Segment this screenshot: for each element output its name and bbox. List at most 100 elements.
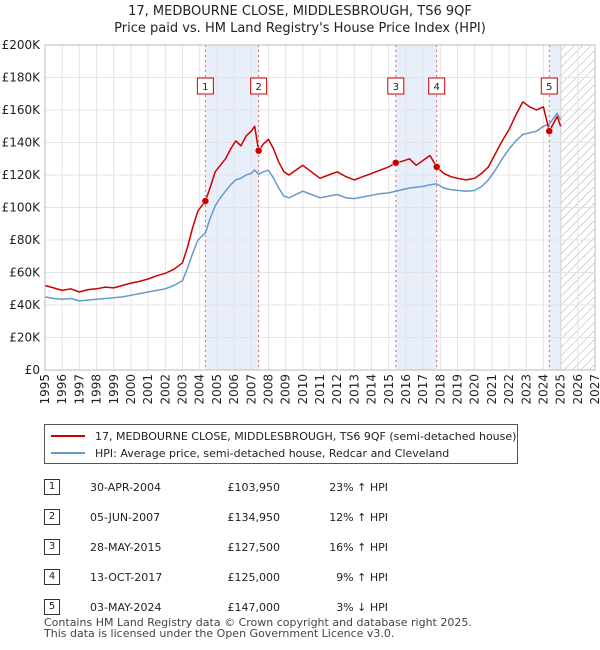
x-tick-label: 2024 bbox=[536, 374, 550, 405]
x-tick-label: 2025 bbox=[554, 374, 568, 405]
sale-date: 28-MAY-2015 bbox=[90, 540, 162, 554]
y-tick-label: £40K bbox=[9, 298, 41, 312]
y-tick-label: £120K bbox=[2, 168, 42, 182]
sale-number-label: 4 bbox=[434, 82, 440, 93]
sale-date: 30-APR-2004 bbox=[90, 480, 162, 494]
property-price-line bbox=[44, 101, 562, 293]
licence-line: This data is licensed under the Open Gov… bbox=[44, 627, 395, 640]
sale-point bbox=[545, 127, 554, 135]
legend-label-hpi: HPI: Average price, semi-detached house,… bbox=[95, 446, 450, 460]
sale-number-label: 1 bbox=[202, 82, 208, 93]
table-row: 4 13-OCT-2017 £125,000 9% ↑ HPI bbox=[44, 562, 388, 592]
x-tick-label: 2008 bbox=[261, 374, 275, 405]
x-tick-label: 1997 bbox=[72, 374, 86, 405]
x-tick-label: 2001 bbox=[141, 374, 155, 405]
x-tick-label: 2022 bbox=[502, 374, 516, 405]
sale-date: 05-JUN-2007 bbox=[90, 510, 161, 524]
x-tick-label: 1998 bbox=[90, 374, 104, 405]
sale-number-badge: 4 bbox=[44, 569, 60, 585]
sale-number-label: 3 bbox=[393, 82, 399, 93]
hpi-line bbox=[44, 112, 562, 302]
footer: Contains HM Land Registry data © Crown c… bbox=[44, 617, 472, 639]
sale-hpi-diff: 12% ↑ HPI bbox=[329, 510, 388, 524]
sale-number-badge: 3 bbox=[44, 539, 60, 555]
x-tick-label: 2003 bbox=[176, 374, 190, 405]
sale-price: £127,500 bbox=[227, 540, 281, 554]
sale-price: £134,950 bbox=[227, 510, 281, 524]
sale-number-box bbox=[387, 77, 405, 95]
x-tick-label: 2015 bbox=[382, 374, 396, 405]
transactions-table: 1 30-APR-2004 £103,950 23% ↑ HPI 2 05-JU… bbox=[44, 472, 388, 622]
x-tick-label: 2017 bbox=[416, 374, 430, 405]
sale-price: £103,950 bbox=[227, 480, 281, 494]
y-tick-label: £0 bbox=[25, 363, 40, 377]
sale-hpi-diff: 16% ↑ HPI bbox=[329, 540, 388, 554]
y-tick-label: £80K bbox=[9, 233, 41, 247]
x-tick-label: 2002 bbox=[158, 374, 172, 405]
y-tick-label: £200K bbox=[2, 38, 42, 52]
sale-number-badge: 2 bbox=[44, 509, 60, 525]
sale-point bbox=[392, 159, 400, 167]
y-tick-label: £180K bbox=[2, 71, 42, 85]
legend-item-property: 17, MEDBOURNE CLOSE, MIDDLESBROUGH, TS6 … bbox=[51, 428, 516, 444]
sale-number-badge: 5 bbox=[44, 599, 60, 615]
x-tick-label: 2021 bbox=[485, 374, 499, 405]
sale-number-box bbox=[540, 77, 558, 95]
sale-number-label: 5 bbox=[546, 82, 552, 93]
x-tick-label: 2027 bbox=[588, 374, 600, 405]
legend-swatch-property bbox=[51, 435, 85, 437]
x-tick-label: 2000 bbox=[124, 374, 138, 405]
table-row: 3 28-MAY-2015 £127,500 16% ↑ HPI bbox=[44, 532, 388, 562]
sale-point bbox=[201, 197, 210, 205]
y-tick-label: £60K bbox=[9, 266, 41, 280]
x-tick-label: 2023 bbox=[519, 374, 533, 405]
x-tick-label: 2010 bbox=[296, 374, 310, 405]
y-tick-label: £160K bbox=[2, 103, 42, 117]
y-tick-label: £20K bbox=[9, 331, 41, 345]
x-tick-label: 2026 bbox=[571, 374, 585, 405]
y-tick-label: £140K bbox=[2, 136, 42, 150]
x-tick-label: 2006 bbox=[227, 374, 241, 405]
table-row: 1 30-APR-2004 £103,950 23% ↑ HPI bbox=[44, 472, 388, 502]
sale-date: 03-MAY-2024 bbox=[90, 600, 162, 614]
sale-point bbox=[254, 146, 263, 155]
sale-number-label: 2 bbox=[255, 82, 261, 93]
sale-hpi-diff: 3% ↓ HPI bbox=[336, 600, 388, 614]
legend-swatch-hpi bbox=[51, 452, 85, 454]
price-chart: 1 2 3 4 5 £0 £20K £40K £60K £80K £100K £120K £140K £… bbox=[2, 38, 600, 405]
chart-subtitle: Price paid vs. HM Land Registry's House … bbox=[114, 21, 486, 36]
x-tick-label: 2007 bbox=[244, 374, 258, 405]
sale-date: 13-OCT-2017 bbox=[90, 570, 163, 584]
x-tick-label: 2009 bbox=[279, 374, 293, 405]
table-row: 2 05-JUN-2007 £134,950 12% ↑ HPI bbox=[44, 502, 388, 532]
sale-number-box bbox=[250, 77, 268, 95]
x-tick-label: 1999 bbox=[107, 374, 121, 405]
x-tick-label: 1996 bbox=[55, 374, 69, 405]
sale-hpi-diff: 23% ↑ HPI bbox=[329, 480, 388, 494]
sale-price: £125,000 bbox=[227, 570, 281, 584]
table-row: 5 03-MAY-2024 £147,000 3% ↓ HPI bbox=[44, 592, 388, 622]
sale-point bbox=[432, 163, 441, 171]
sale-number-box bbox=[428, 77, 446, 95]
x-tick-label: 2014 bbox=[365, 374, 379, 405]
y-tick-label: £100K bbox=[2, 201, 42, 215]
x-tick-label: 2005 bbox=[210, 374, 224, 405]
plot-frame bbox=[44, 44, 596, 371]
x-tick-label: 2011 bbox=[313, 374, 327, 405]
x-tick-label: 2012 bbox=[330, 374, 344, 405]
chart-title: 17, MEDBOURNE CLOSE, MIDDLESBROUGH, TS6 … bbox=[128, 4, 472, 19]
legend-label-property: 17, MEDBOURNE CLOSE, MIDDLESBROUGH, TS6 … bbox=[95, 429, 517, 443]
x-tick-label: 2018 bbox=[433, 374, 447, 405]
sale-number-badge: 1 bbox=[44, 479, 60, 495]
sale-hpi-diff: 9% ↑ HPI bbox=[336, 570, 388, 584]
copyright-line: Contains HM Land Registry data © Crown c… bbox=[44, 616, 472, 629]
x-tick-label: 2004 bbox=[193, 374, 207, 405]
legend-item-hpi: HPI: Average price, semi-detached house,… bbox=[51, 445, 449, 461]
sale-number-box bbox=[196, 77, 214, 95]
x-tick-label: 2020 bbox=[468, 374, 482, 405]
x-tick-label: 2019 bbox=[451, 374, 465, 405]
sale-price: £147,000 bbox=[227, 600, 281, 614]
chart-legend: 17, MEDBOURNE CLOSE, MIDDLESBROUGH, TS6 … bbox=[44, 424, 518, 464]
x-tick-label: 2013 bbox=[347, 374, 361, 405]
x-tick-label: 2016 bbox=[399, 374, 413, 405]
